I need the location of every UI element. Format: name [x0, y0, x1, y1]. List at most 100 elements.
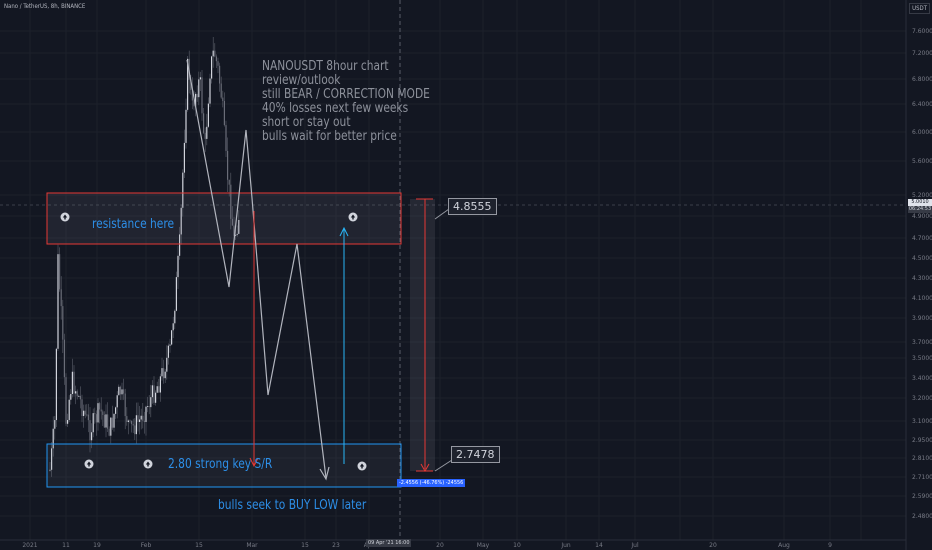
time-tick-label: 2021 — [22, 542, 37, 549]
candle-body — [175, 277, 177, 311]
candle-body — [76, 391, 78, 397]
resistance-zone[interactable] — [46, 192, 402, 245]
price-tick-label: 6.8000 — [912, 76, 932, 83]
price-tick-label: 3.2000 — [912, 395, 932, 402]
time-tick-label: 20 — [436, 542, 444, 549]
candle-body — [95, 414, 97, 423]
candle-body — [59, 254, 61, 290]
candle-body — [57, 254, 59, 349]
up-arrow-circle-icon — [60, 212, 70, 222]
candle-body — [177, 255, 179, 278]
candle-body — [54, 420, 56, 429]
candle-body — [228, 179, 230, 185]
time-tick-label: Jul — [630, 542, 639, 549]
currency-badge[interactable]: USDT — [909, 3, 930, 14]
candle-body — [89, 420, 91, 441]
candle-body — [60, 289, 62, 307]
candle-body — [51, 448, 53, 470]
candle-body — [119, 386, 121, 395]
analysis-note-line: still BEAR / CORRECTION MODE — [262, 87, 430, 102]
candlestick-series — [49, 36, 240, 477]
time-tick-label: May — [477, 542, 490, 549]
candle-body — [102, 411, 104, 415]
price-tick-label: 6.0000 — [912, 129, 932, 136]
projected-path-arrowhead — [319, 466, 330, 481]
candle-body — [91, 432, 93, 441]
candle-body — [65, 377, 67, 424]
price-tick-label: 3.9000 — [912, 315, 932, 322]
support-zone[interactable] — [46, 443, 402, 488]
candle-body — [123, 389, 125, 394]
price-tick-label: 2.8100 — [912, 455, 932, 462]
candle-body — [105, 414, 107, 428]
price-tick-label: 2.9500 — [912, 437, 932, 444]
price-tick-label: 4.9000 — [912, 213, 932, 220]
candle-body — [190, 79, 192, 91]
candle-body — [195, 93, 197, 107]
candle-body — [180, 207, 182, 235]
vertical-gridlines — [29, 0, 862, 540]
time-axis[interactable]: 20211119Feb15Mar1523Apr20May10Jun14Jul20… — [22, 542, 832, 549]
price-tick-label: 7.6000 — [912, 28, 932, 35]
candle-body — [151, 385, 153, 398]
price-tick-label: 2.4800 — [912, 513, 932, 520]
upper-price-callout[interactable]: 4.8555 — [448, 198, 497, 215]
candle-body — [163, 368, 165, 379]
time-tick-label: 14 — [595, 542, 603, 549]
projected-path — [186, 59, 327, 479]
candle-body — [231, 218, 233, 226]
candle-body — [169, 344, 171, 346]
candle-body — [182, 172, 184, 208]
marker-icons — [60, 212, 367, 471]
price-tick-label: 2.7100 — [912, 474, 932, 481]
price-axis[interactable]: 7.6000 7.2000 6.8000 6.4000 6.0000 5.6000 5.20… — [912, 28, 932, 520]
candle-body — [131, 420, 133, 425]
candle-body — [118, 386, 120, 396]
candle-body — [220, 83, 222, 98]
candle-body — [148, 406, 150, 408]
candle-body — [172, 323, 174, 331]
price-tick-label: 5.6000 — [912, 158, 932, 165]
candle-body — [97, 403, 99, 423]
candle-body — [132, 424, 134, 426]
measure-arrowhead — [420, 463, 430, 473]
candle-body — [227, 150, 229, 180]
candle-body — [209, 78, 211, 104]
candle-body — [204, 132, 206, 139]
analysis-note: NANOUSDT 8hour chart review/outlook still … — [262, 60, 430, 144]
time-tick-label: 15 — [195, 542, 203, 549]
symbol-title: Nano / TetherUS, 8h, BINANCE — [4, 3, 86, 10]
candle-body — [100, 409, 102, 412]
candle-body — [78, 395, 80, 397]
price-tick-label: 4.1000 — [912, 295, 932, 302]
candle-body — [140, 415, 142, 420]
candle-body — [219, 65, 221, 84]
candle-body — [222, 97, 224, 102]
price-tick-label: 7.2000 — [912, 50, 932, 57]
time-tick-label: 10 — [513, 542, 521, 549]
price-tick-label: 4.3000 — [912, 275, 932, 282]
candle-body — [238, 219, 240, 234]
candle-body — [67, 420, 69, 424]
candle-body — [198, 79, 200, 98]
candle-body — [134, 425, 136, 435]
candle-body — [179, 234, 181, 256]
price-tick-label: 2.5900 — [912, 493, 932, 500]
candle-body — [99, 403, 101, 410]
candle-body — [185, 109, 187, 143]
candle-body — [223, 101, 225, 126]
price-tick-label: 3.1000 — [912, 418, 932, 425]
candle-body — [142, 415, 144, 421]
candle-body — [73, 371, 75, 394]
lower-price-callout[interactable]: 2.7478 — [451, 446, 500, 463]
price-tick-label: 3.7000 — [912, 339, 932, 346]
crosshair-price-badge: 5.0010 — [908, 199, 932, 206]
candle-body — [137, 415, 139, 422]
candle-body — [145, 406, 147, 422]
measure-range[interactable] — [410, 199, 435, 471]
price-tick-label: 3.5000 — [912, 355, 932, 362]
candle-body — [211, 56, 213, 79]
candle-body — [68, 399, 70, 421]
candle-body — [71, 371, 73, 395]
